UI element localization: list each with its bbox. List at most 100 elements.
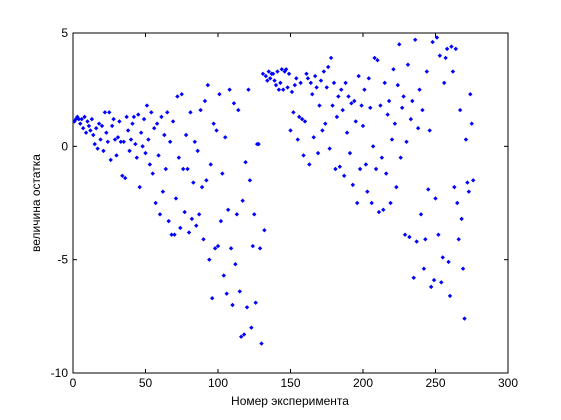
point	[401, 94, 406, 99]
point	[260, 71, 266, 76]
x-tick-label: 200	[353, 376, 373, 390]
point	[207, 257, 212, 262]
point	[183, 132, 189, 138]
point	[417, 87, 422, 92]
point	[360, 123, 366, 129]
point	[426, 187, 431, 192]
point	[112, 137, 118, 142]
point	[225, 207, 231, 212]
point	[336, 94, 341, 99]
point	[96, 121, 102, 126]
point	[272, 78, 277, 83]
point	[270, 71, 276, 76]
point	[78, 121, 83, 126]
point	[283, 67, 289, 72]
point	[301, 153, 306, 158]
point	[433, 196, 438, 201]
point	[107, 110, 112, 115]
point	[355, 200, 360, 206]
point	[137, 184, 142, 190]
point	[124, 114, 129, 120]
point	[452, 184, 457, 190]
point	[127, 148, 132, 154]
point	[392, 121, 398, 126]
point	[444, 46, 450, 52]
point	[109, 123, 115, 129]
point	[252, 212, 257, 217]
plot-area	[72, 32, 509, 374]
point	[281, 87, 286, 92]
point	[212, 246, 218, 251]
point	[230, 302, 235, 308]
point	[394, 184, 399, 190]
point	[357, 166, 363, 172]
point	[463, 137, 469, 142]
x-axis-label: Номер эксперимента	[231, 394, 349, 408]
point	[198, 107, 203, 113]
point	[352, 98, 357, 104]
point	[381, 207, 386, 212]
point	[395, 82, 400, 88]
point	[350, 182, 356, 188]
point	[439, 280, 444, 285]
point	[147, 162, 153, 167]
point	[310, 92, 315, 97]
point	[160, 189, 166, 194]
point	[195, 148, 200, 154]
point	[241, 332, 247, 337]
point	[315, 150, 321, 156]
point	[297, 114, 302, 120]
x-tick-label: 100	[208, 376, 228, 390]
point	[118, 139, 124, 144]
point	[343, 80, 348, 86]
point	[211, 121, 216, 126]
point	[159, 114, 164, 120]
point	[234, 212, 240, 217]
point	[92, 141, 97, 147]
point	[72, 119, 77, 124]
point	[292, 82, 298, 88]
point	[418, 212, 424, 217]
point	[231, 101, 237, 106]
point	[340, 107, 345, 113]
point	[217, 92, 222, 97]
point	[423, 237, 428, 242]
point	[146, 137, 151, 142]
point	[167, 139, 173, 144]
point	[162, 132, 167, 138]
point	[262, 228, 267, 233]
point	[199, 184, 205, 190]
y-tick-label: -5	[57, 253, 68, 267]
point	[378, 103, 383, 108]
point	[221, 273, 226, 278]
point	[98, 137, 103, 142]
point	[123, 175, 128, 181]
point	[366, 76, 371, 81]
point	[455, 200, 460, 206]
point	[299, 116, 305, 122]
point	[275, 69, 280, 74]
point	[421, 266, 427, 271]
point	[398, 155, 403, 160]
point	[411, 275, 416, 280]
point	[104, 130, 109, 135]
point	[143, 150, 148, 156]
point	[285, 85, 290, 90]
point	[308, 80, 313, 86]
point	[321, 69, 327, 74]
point	[185, 166, 190, 172]
point	[133, 141, 138, 147]
x-tick-label: 250	[425, 376, 445, 390]
point	[181, 166, 186, 172]
point	[314, 85, 319, 90]
point	[175, 94, 180, 99]
point	[356, 73, 361, 79]
point	[420, 107, 425, 113]
point	[131, 114, 137, 120]
point	[141, 116, 147, 122]
x-tick-label: 150	[280, 376, 300, 390]
point	[294, 76, 299, 81]
point	[339, 87, 344, 92]
point	[385, 112, 390, 117]
